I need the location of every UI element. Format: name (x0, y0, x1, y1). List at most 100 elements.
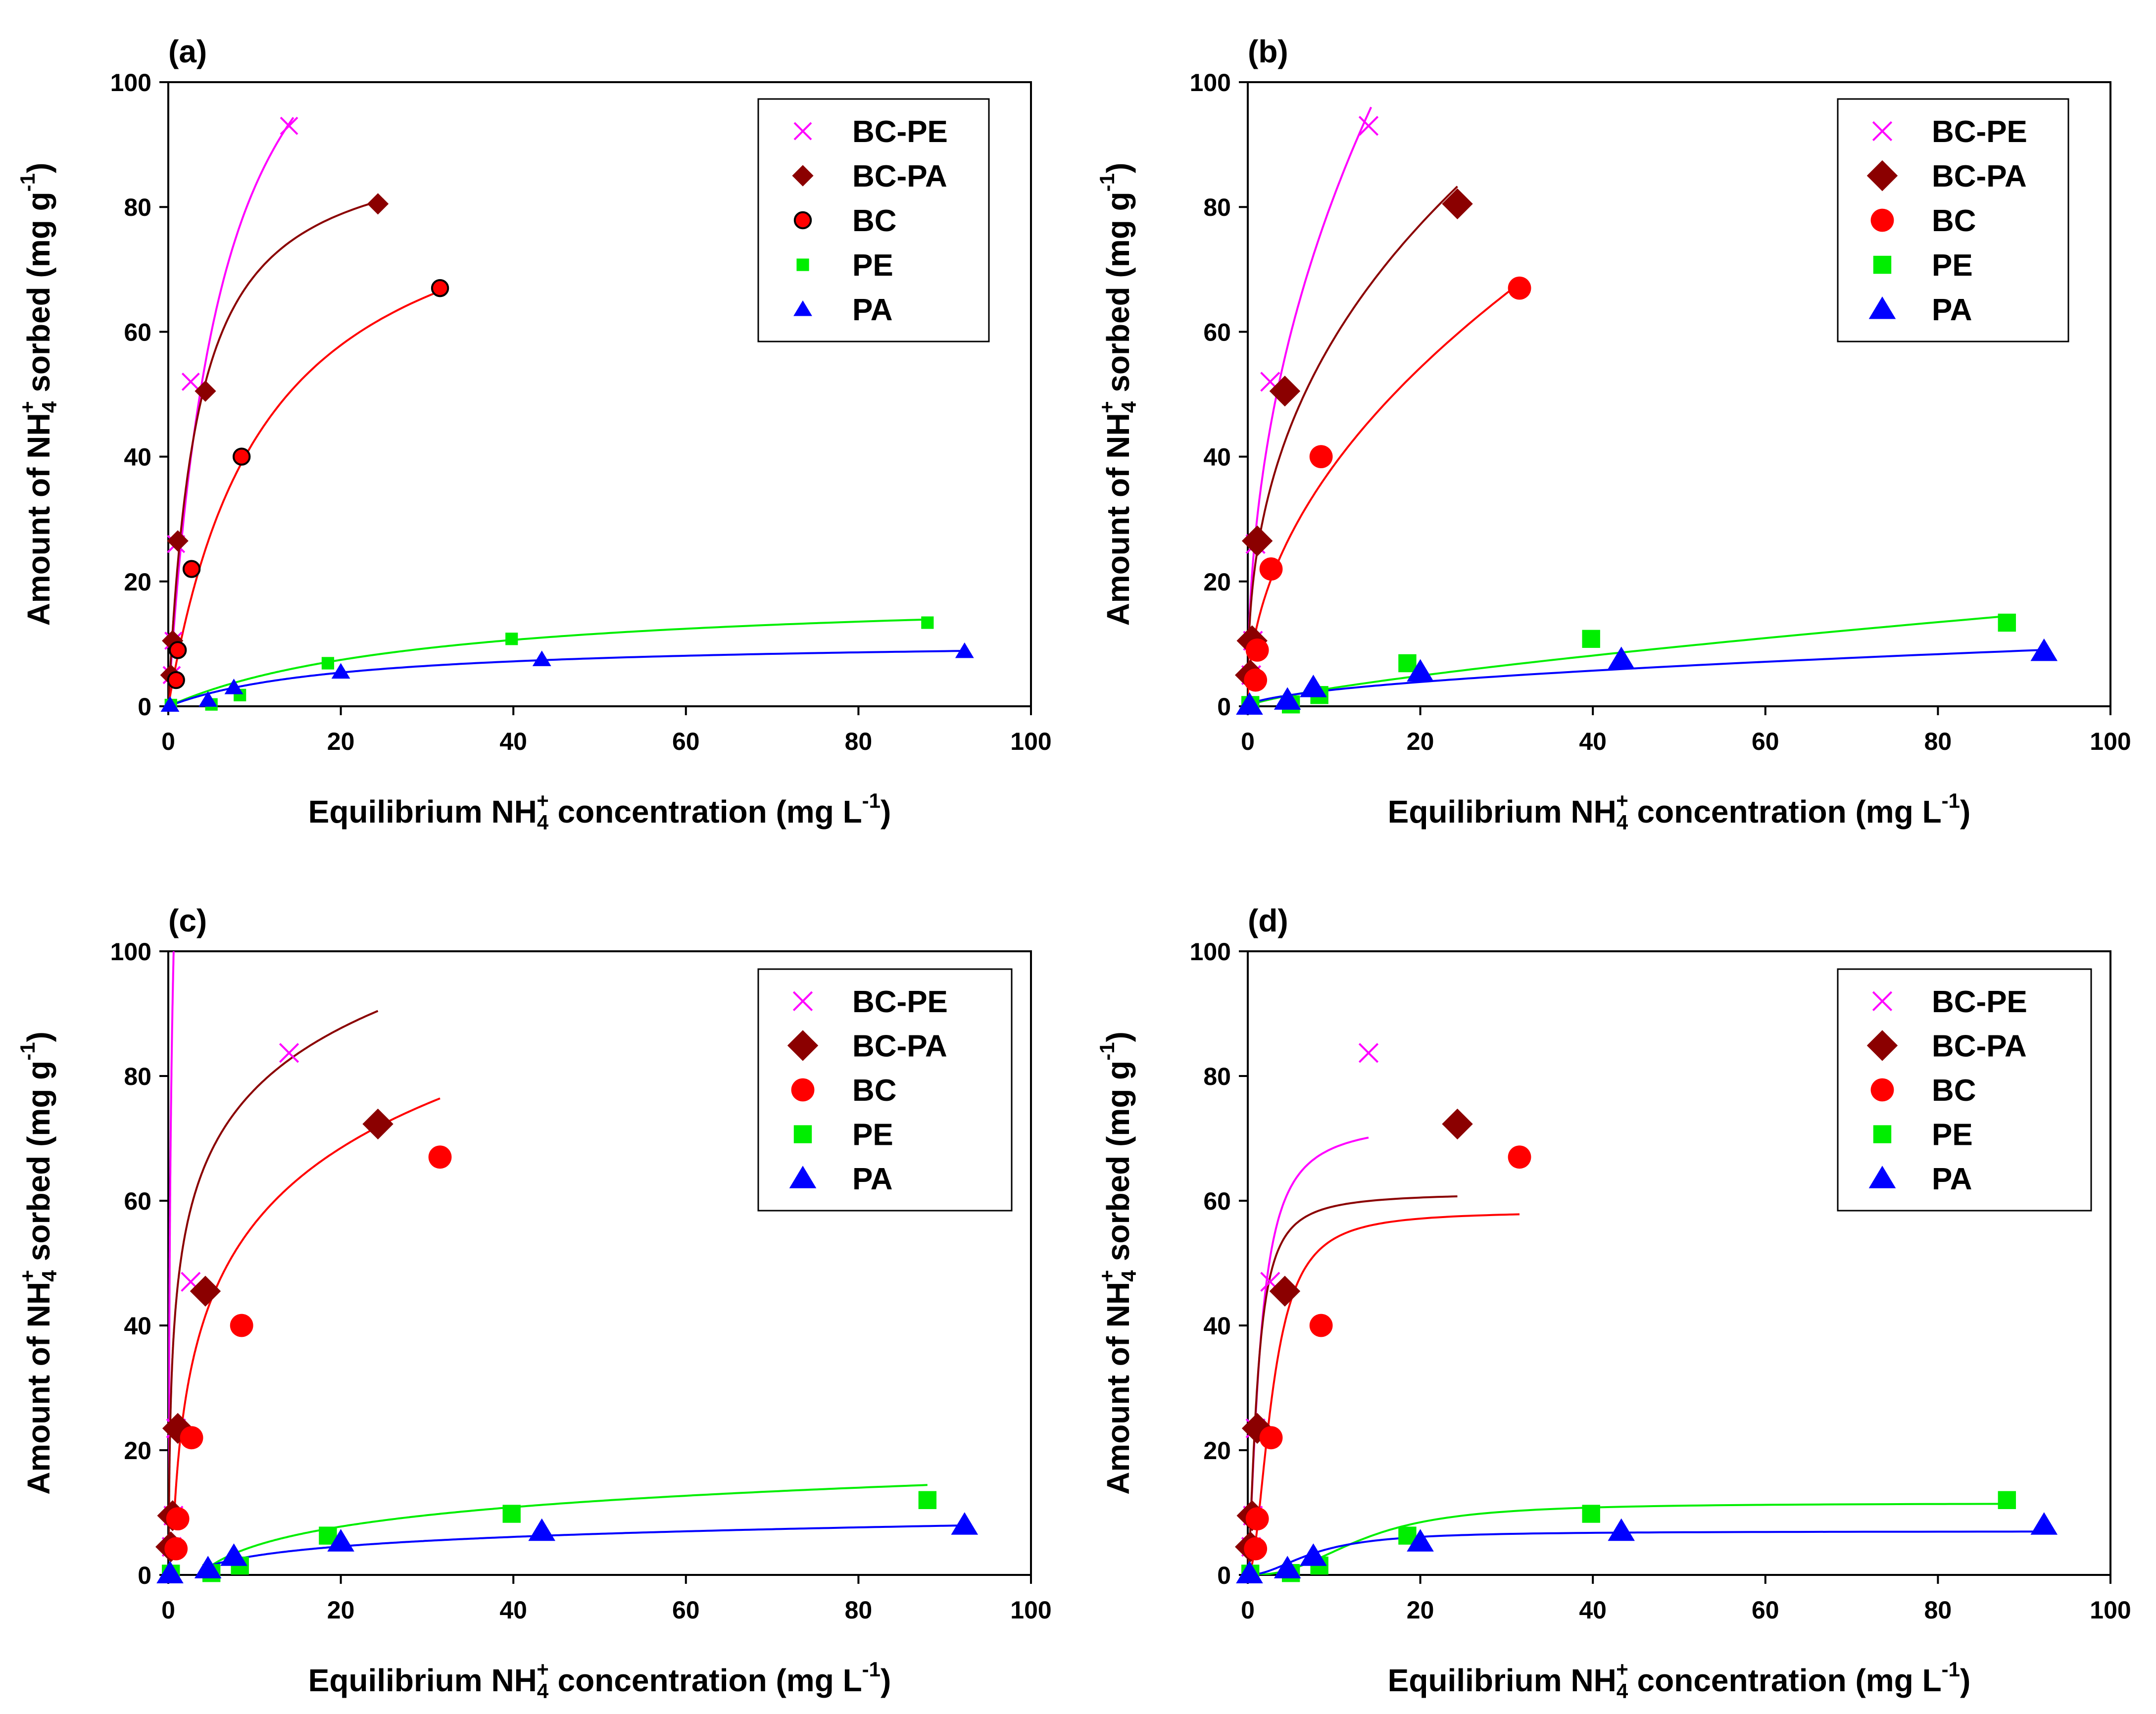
plot-frame (1247, 950, 2111, 1576)
data-point-bc (1244, 1537, 1268, 1561)
data-point-bc (1245, 638, 1269, 662)
data-point-pe (1398, 654, 1417, 673)
y-tick-label: 40 (124, 443, 151, 471)
x-tick-label: 0 (161, 1596, 175, 1624)
data-point-bc-pe (181, 372, 200, 391)
y-tick-label: 100 (110, 938, 151, 966)
y-tick-label: 80 (124, 194, 151, 221)
data-point-pe (1582, 1505, 1600, 1523)
y-tick-label: 40 (124, 1312, 151, 1340)
y-tick-label: 0 (138, 1562, 151, 1589)
data-point-bc-pa (195, 380, 216, 402)
data-point-pa (955, 642, 974, 658)
legend: BC-PE BC-PA BC PE PA (757, 968, 1013, 1212)
legend-marker-bc-pe (792, 991, 813, 1011)
legend-label-bc-pa: BC-PA (1932, 159, 2027, 194)
data-point-bc (1508, 1145, 1531, 1169)
data-point-bc-pa (1442, 188, 1473, 220)
legend-label-bc: BC (852, 1074, 897, 1108)
x-tick-label: 100 (2090, 1596, 2131, 1624)
y-tick-label: 0 (138, 693, 151, 721)
fit-curve-pe (209, 1484, 928, 1567)
data-point-bc (1508, 276, 1531, 300)
y-tick-label: 60 (124, 318, 151, 346)
fit-curve-bc-pe (1248, 106, 1372, 698)
fit-curve-pe (172, 618, 928, 706)
legend-label-pa: PA (1932, 1162, 1972, 1196)
legend-label-pe: PE (1932, 248, 1973, 283)
fit-curve-bc (1248, 1213, 1520, 1575)
data-point-bc (1259, 1426, 1283, 1450)
x-tick-label: 20 (1407, 1596, 1434, 1624)
fit-curve-pa (172, 650, 965, 706)
x-tick-label: 20 (327, 1596, 355, 1624)
x-tick-label: 0 (161, 728, 175, 755)
data-point-bc-pa (190, 1275, 221, 1307)
y-tick-label: 80 (124, 1063, 151, 1090)
legend-label-bc-pe: BC-PE (852, 985, 948, 1019)
data-point-pa (224, 679, 244, 694)
x-tick-label: 60 (672, 728, 700, 755)
panel-label: (d) (1248, 903, 1288, 938)
data-point-bc-pe (279, 1043, 299, 1063)
legend-label-pe: PE (1932, 1118, 1973, 1152)
legend-marker-bc (791, 1078, 815, 1102)
panel-label: (b) (1248, 34, 1288, 69)
fit-curve-bc-pe (168, 951, 175, 1533)
legend-label-pe: PE (852, 248, 893, 283)
data-point-pa (327, 1529, 354, 1552)
y-tick-label: 60 (1203, 318, 1231, 346)
fit-curve-bc (173, 1097, 441, 1514)
y-tick-label: 40 (1203, 1312, 1231, 1340)
x-tick-label: 60 (1752, 728, 1779, 755)
legend-marker-pa (789, 1166, 817, 1188)
data-point-bc-pa (367, 193, 389, 215)
data-point-pa (1608, 1518, 1635, 1541)
x-tick-label: 40 (499, 1596, 527, 1624)
data-point-bc (166, 1507, 190, 1531)
fit-curve-bc-pa (168, 198, 385, 706)
chart-panel-a: (a) 0 20 40 60 80 100 0 20 40 60 80 100 Equilibrium N… (16, 34, 1052, 834)
data-point-bc-pe (280, 116, 298, 135)
fit-curve-pe (1248, 1503, 2007, 1575)
x-tick-label: 80 (1924, 728, 1952, 755)
legend-marker-bc-pa (787, 1030, 819, 1061)
x-tick-label: 40 (1579, 1596, 1607, 1624)
data-point-pa (528, 1518, 556, 1541)
data-point-pa (1608, 646, 1635, 669)
data-point-bc (182, 560, 201, 578)
data-point-pa (1236, 692, 1263, 715)
data-point-bc-pa (1241, 525, 1273, 557)
legend-marker-bc-pa (1866, 1030, 1898, 1061)
data-point-bc-pa (1269, 375, 1301, 407)
data-point-pa (1236, 1561, 1263, 1583)
data-point-pe (1998, 1491, 2016, 1509)
x-tick-label: 60 (672, 1596, 700, 1624)
y-tick-label: 20 (1203, 1437, 1231, 1465)
legend-label-pa: PA (852, 293, 893, 327)
data-point-bc-pa (1269, 1275, 1301, 1307)
legend-marker-pa (1868, 1166, 1896, 1188)
legend-marker-bc-pe (793, 122, 812, 141)
legend-label-bc: BC (1932, 204, 1976, 238)
y-tick-label: 0 (1217, 1562, 1231, 1589)
data-point-pa (220, 1543, 247, 1566)
y-tick-label: 100 (1190, 69, 1231, 97)
data-point-bc-pe (1358, 1043, 1379, 1063)
data-point-pa (331, 663, 350, 679)
chart-panel-b: (b) 0 20 40 60 80 100 0 20 40 60 80 100 Equilibrium N… (1095, 34, 2131, 834)
plot-frame (167, 950, 1032, 1576)
data-point-pa (198, 691, 218, 707)
data-point-pa (1407, 1529, 1434, 1552)
legend: BC-PE BC-PA BC PE PA (757, 98, 990, 343)
data-point-bc (180, 1426, 203, 1450)
data-point-pe (918, 1491, 937, 1509)
data-point-bc (230, 1314, 253, 1337)
data-point-pa (194, 1556, 222, 1578)
data-point-bc-pe (1358, 116, 1379, 136)
data-point-pe (921, 616, 934, 629)
legend-marker-bc (1870, 208, 1894, 232)
y-tick-label: 40 (1203, 443, 1231, 471)
fit-curve-bc-pa (168, 1010, 379, 1559)
